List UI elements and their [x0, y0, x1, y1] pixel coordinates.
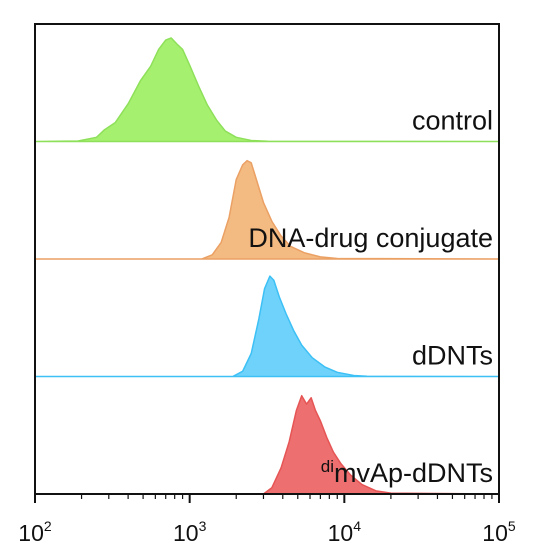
- series-label-ddnts: dDNTs: [412, 341, 493, 371]
- panel-dimvap-ddnts: dimvAp-dDNTs: [36, 396, 498, 494]
- x-tick-label: 104: [328, 518, 362, 546]
- x-tick-exponent: 3: [199, 518, 207, 534]
- panel-dna-drug-conjugate: DNA-drug conjugate: [36, 161, 498, 259]
- series-label-text: mvAp-dDNTs: [334, 458, 493, 488]
- histogram-panels: control DNA-drug conjugate dDNTs dimvAp-dDN…: [36, 38, 498, 494]
- x-tick-base: 10: [173, 520, 199, 546]
- x-tick-label: 102: [18, 518, 52, 546]
- x-tick-exponent: 5: [508, 518, 516, 534]
- x-tick-base: 10: [328, 520, 354, 546]
- x-axis: 102 103 104 105: [18, 494, 516, 546]
- series-label-dimvap-ddnts: dimvAp-dDNTs: [321, 457, 493, 488]
- panel-ddnts: dDNTs: [36, 276, 498, 376]
- x-tick-base: 10: [18, 520, 44, 546]
- x-tick-exponent: 2: [44, 518, 52, 534]
- series-label-dna-drug-conjugate: DNA-drug conjugate: [248, 223, 493, 253]
- x-tick-exponent: 4: [353, 518, 361, 534]
- series-label-superscript: di: [321, 457, 334, 476]
- series-label-control: control: [412, 106, 493, 136]
- panel-control: control: [36, 38, 498, 142]
- x-tick-label: 105: [482, 518, 516, 546]
- x-tick-base: 10: [482, 520, 508, 546]
- x-tick-label: 103: [173, 518, 207, 546]
